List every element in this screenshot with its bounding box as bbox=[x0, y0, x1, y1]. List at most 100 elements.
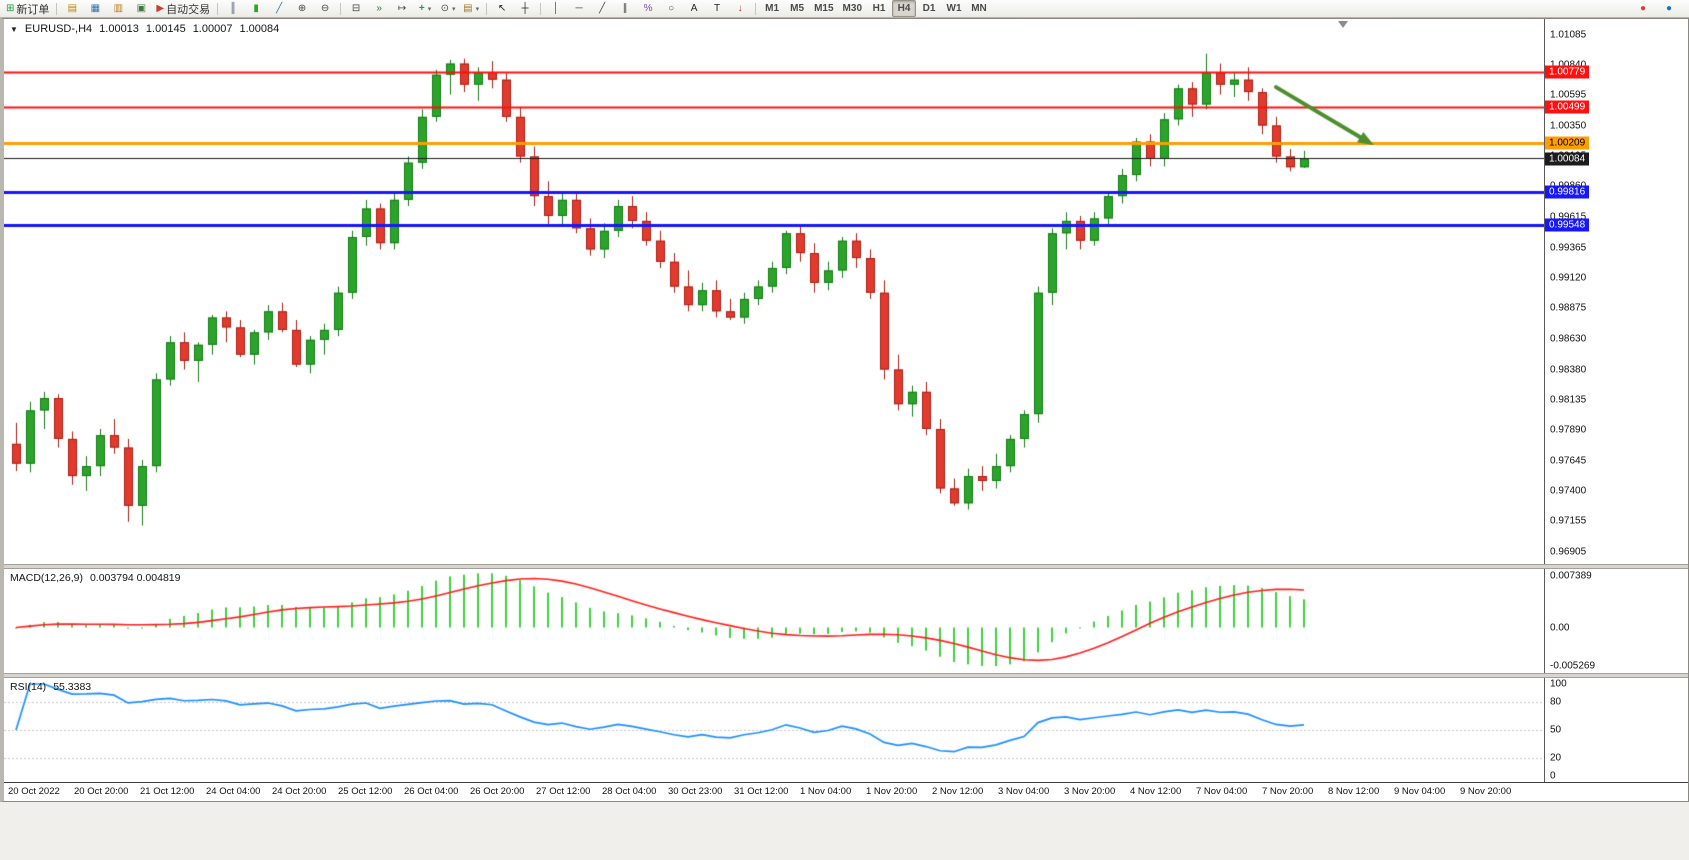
rsi-axis-label: 50 bbox=[1550, 724, 1562, 736]
price-axis-label: 0.98135 bbox=[1550, 394, 1587, 406]
terminal-icon[interactable]: ▣ bbox=[130, 0, 152, 17]
bar-chart-icon[interactable]: ║ bbox=[222, 0, 244, 17]
bar-chart-icon-glyph: ║ bbox=[229, 2, 237, 14]
toolbar-separator bbox=[755, 2, 757, 15]
chart-symbol-timeframe: EURUSD-,H4 bbox=[24, 23, 93, 35]
macd-plot[interactable]: MACD(12,26,9) 0.003794 0.004819 bbox=[4, 569, 1545, 673]
macd-name: MACD(12,26,9) bbox=[10, 572, 83, 584]
toolbar-right-group: ● ● bbox=[1632, 0, 1686, 17]
fibonacci-icon-glyph: % bbox=[643, 2, 653, 14]
current-price-line-tag: 1.00084 bbox=[1545, 152, 1590, 165]
auto-trading-button-label: 自动交易 bbox=[166, 3, 211, 16]
zoom-out-icon[interactable]: ⊖ bbox=[314, 0, 336, 17]
line-chart-icon[interactable]: ╱ bbox=[268, 0, 290, 17]
toolbar-separator bbox=[56, 2, 58, 15]
time-axis-label: 26 Oct 04:00 bbox=[404, 786, 459, 797]
cursor-icon[interactable]: ↖ bbox=[491, 0, 513, 17]
text-icon[interactable]: A bbox=[683, 0, 705, 17]
community-blue-icon[interactable]: ● bbox=[1658, 0, 1680, 17]
time-axis-label: 7 Nov 04:00 bbox=[1196, 786, 1248, 797]
periods-caret-icon[interactable]: ▾ bbox=[452, 5, 456, 13]
timeframe-h4-button[interactable]: H4 bbox=[892, 0, 916, 17]
time-axis[interactable]: 20 Oct 2022 20 Oct 20:00 21 Oct 12:00 24 Oc… bbox=[4, 782, 1688, 801]
timeframe-m5-button[interactable]: M5 bbox=[790, 3, 805, 14]
indicators-icon-glyph: + bbox=[418, 2, 425, 14]
timeframe-h1-button[interactable]: H1 bbox=[872, 3, 886, 14]
chart-shift-icon[interactable]: ↦ bbox=[391, 0, 413, 17]
main-chart-plot[interactable]: ▼ EURUSD-,H4 1.00013 1.00145 1.00007 1.0… bbox=[4, 19, 1545, 564]
price-axis-label: 0.96905 bbox=[1550, 546, 1587, 558]
time-axis-label: 9 Nov 20:00 bbox=[1460, 786, 1512, 797]
vertical-line-icon-glyph: │ bbox=[552, 2, 560, 14]
zoom-in-icon[interactable]: ⊕ bbox=[291, 0, 313, 17]
candlestick-chart-icon[interactable]: ▮ bbox=[245, 0, 267, 17]
navigator-icon[interactable]: ▥ bbox=[107, 0, 129, 17]
symbol-dropdown-icon[interactable]: ▼ bbox=[10, 24, 18, 34]
price-axis-label: 0.99365 bbox=[1550, 242, 1587, 253]
chart-shift-marker[interactable] bbox=[1338, 21, 1348, 28]
auto-scroll-icon[interactable]: » bbox=[368, 0, 390, 17]
timeframe-d1-button[interactable]: D1 bbox=[922, 3, 936, 14]
text-label-icon[interactable]: T bbox=[706, 0, 728, 17]
time-axis-label: 9 Nov 04:00 bbox=[1394, 786, 1446, 797]
data-window-icon[interactable]: ▦ bbox=[84, 0, 106, 17]
price-axis-label: 0.97400 bbox=[1550, 485, 1587, 497]
vertical-line-icon[interactable]: │ bbox=[545, 0, 567, 17]
market-watch-icon[interactable]: ▤ bbox=[61, 0, 83, 17]
time-axis-label: 7 Nov 20:00 bbox=[1262, 786, 1314, 797]
price-axis-label: 1.00840 bbox=[1550, 59, 1587, 71]
indicators-caret-icon[interactable]: ▾ bbox=[427, 5, 432, 13]
shapes-icon[interactable]: ○ bbox=[660, 0, 682, 17]
crosshair-icon[interactable]: ┼ bbox=[514, 0, 536, 17]
support-line-2-tag: 0.99548 bbox=[1545, 218, 1590, 232]
indicators-icon[interactable]: + ▾ bbox=[414, 0, 436, 17]
time-axis-label: 27 Oct 12:00 bbox=[536, 786, 591, 797]
trendline-icon[interactable]: ╱ bbox=[591, 0, 613, 17]
periods-icon[interactable]: ⊙ ▾ bbox=[437, 0, 459, 17]
community-blue-icon-glyph: ● bbox=[1665, 2, 1673, 14]
alert-red-icon[interactable]: ● bbox=[1632, 0, 1654, 17]
time-axis-label: 3 Nov 20:00 bbox=[1064, 786, 1116, 797]
chart-title: ▼ EURUSD-,H4 1.00013 1.00145 1.00007 1.0… bbox=[10, 23, 279, 35]
horizontal-line-icon[interactable]: ─ bbox=[568, 0, 590, 17]
time-axis-label: 2 Nov 12:00 bbox=[932, 786, 984, 797]
new-order-glyph: ⊞ bbox=[6, 2, 15, 14]
panel-divider[interactable] bbox=[4, 564, 1688, 569]
price-axis-label: 0.97645 bbox=[1550, 455, 1587, 467]
new-order-button[interactable]: ⊞ 新订单 bbox=[3, 0, 52, 17]
timeframe-m15-button[interactable]: M15 bbox=[814, 3, 834, 14]
resistance-line-2-tag: 1.00499 bbox=[1545, 100, 1590, 114]
time-axis-label: 3 Nov 04:00 bbox=[998, 786, 1050, 797]
macd-canvas[interactable] bbox=[4, 569, 1544, 673]
tile-windows-icon-glyph: ⊟ bbox=[351, 2, 361, 14]
arrow-marker-icon[interactable]: ↓ bbox=[729, 0, 751, 17]
fibonacci-icon[interactable]: % bbox=[637, 0, 659, 17]
auto-trading-button[interactable]: ▶ 自动交易 bbox=[153, 0, 213, 17]
rsi-panel: RSI(14) 55.3383 100 80 50 20 0 bbox=[4, 678, 1688, 782]
time-axis-label: 28 Oct 04:00 bbox=[602, 786, 657, 797]
channel-icon[interactable]: ∥ bbox=[614, 0, 636, 17]
time-axis-label: 4 Nov 12:00 bbox=[1130, 786, 1182, 797]
rsi-axis-label: 80 bbox=[1550, 696, 1562, 708]
tile-windows-icon[interactable]: ⊟ bbox=[345, 0, 367, 17]
chart-window: ▼ EURUSD-,H4 1.00013 1.00145 1.00007 1.0… bbox=[0, 18, 1689, 802]
timeframe-m1-button[interactable]: M1 bbox=[765, 3, 780, 14]
timeframe-w1-button[interactable]: W1 bbox=[946, 3, 962, 14]
auto-trading-glyph: ▶ bbox=[156, 2, 165, 14]
timeframe-mn-button[interactable]: MN bbox=[971, 3, 987, 14]
rsi-plot[interactable]: RSI(14) 55.3383 bbox=[4, 678, 1545, 782]
rsi-canvas[interactable] bbox=[4, 678, 1544, 782]
templates-caret-icon[interactable]: ▾ bbox=[475, 5, 480, 13]
resistance-line-1-tag: 1.00779 bbox=[1545, 65, 1590, 79]
arrow-marker-icon-glyph: ↓ bbox=[737, 2, 743, 14]
timeframe-m30-button[interactable]: M30 bbox=[842, 3, 862, 14]
templates-icon[interactable]: ▤ ▾ bbox=[460, 0, 482, 17]
horizontal-line-icon-glyph: ─ bbox=[575, 2, 583, 14]
rsi-label: RSI(14) 55.3383 bbox=[10, 681, 91, 693]
main-chart-canvas[interactable] bbox=[4, 19, 1544, 564]
alert-red-icon-glyph: ● bbox=[1639, 2, 1647, 14]
time-axis-label: 24 Oct 04:00 bbox=[206, 786, 261, 797]
time-axis-label: 25 Oct 12:00 bbox=[338, 786, 393, 797]
panel-divider[interactable] bbox=[4, 673, 1688, 678]
time-axis-label: 21 Oct 12:00 bbox=[140, 786, 195, 797]
